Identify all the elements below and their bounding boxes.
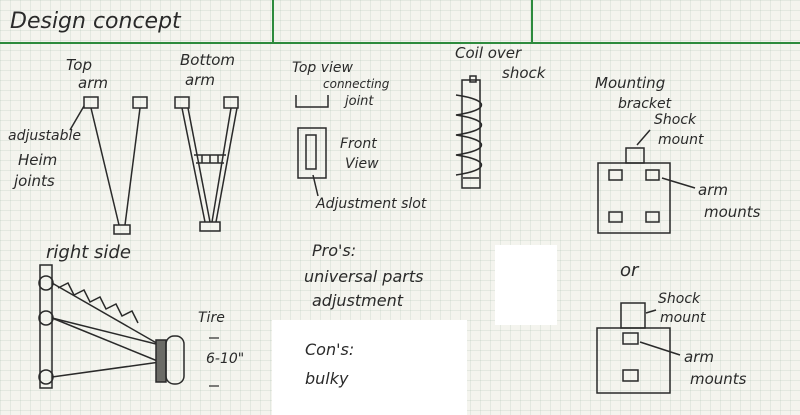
top-arm-label-2: arm: [78, 74, 108, 92]
adjustable-label: adjustable: [8, 128, 81, 144]
cons-title: Con's:: [305, 340, 354, 359]
coil-over-shock-sketch: [455, 75, 482, 189]
pros-title: Pro's:: [312, 241, 356, 260]
top-arm-label-1: Top: [66, 56, 92, 74]
bracket-shock-mount-1: Shock: [654, 112, 697, 128]
bracket-label-2: bracket: [618, 96, 672, 112]
bracket-shock-mount-2: mount: [658, 132, 704, 148]
tire-label: Tire: [198, 310, 225, 326]
pros-item-1: universal parts: [304, 267, 423, 286]
side-view-label: right side: [46, 242, 131, 263]
bracket-arm-mounts-1: arm: [698, 181, 728, 199]
alt-shock-mount-2: mount: [660, 310, 706, 326]
heim-label-1: Heim: [18, 151, 57, 169]
blank-patch-bottom: [272, 320, 467, 415]
blank-patch-center: [495, 245, 557, 325]
top-view-label-3: joint: [343, 94, 374, 109]
mounting-bracket-sketch: [596, 129, 696, 394]
shock-label-2: shock: [502, 64, 547, 82]
alt-arm-mounts-2: mounts: [690, 370, 747, 388]
bracket-arm-mounts-2: mounts: [704, 203, 761, 221]
top-view-label-2: connecting: [323, 77, 390, 91]
or-label: or: [620, 260, 640, 281]
top-view-label-1: Top view: [292, 60, 354, 76]
alt-arm-mounts-1: arm: [684, 348, 714, 366]
bracket-label-1: Mounting: [595, 74, 665, 92]
joint-sketch: [295, 95, 329, 197]
top-arm-base: [113, 224, 131, 235]
header-lines: [0, 0, 800, 44]
arms-sketch: [69, 96, 239, 235]
top-arm-heim-right: [132, 96, 148, 109]
front-view-label-2: View: [345, 156, 379, 172]
side-view-sketch: [38, 264, 185, 389]
bottom-arm-label-2: arm: [185, 71, 215, 89]
tire-size-label: 6-10": [206, 351, 244, 367]
heim-label-2: joints: [12, 172, 55, 190]
tire-dimension-marks: [209, 337, 219, 387]
alt-shock-mount-1: Shock: [658, 291, 701, 307]
front-view-label-1: Front: [340, 136, 377, 152]
shock-label-1: Coil over: [455, 44, 522, 62]
bottom-arm-label-1: Bottom: [180, 51, 235, 69]
cons-item-1: bulky: [305, 369, 349, 388]
top-arm-heim-left: [83, 96, 99, 109]
page-title: Design concept: [10, 9, 182, 34]
pros-item-2: adjustment: [312, 291, 404, 310]
adjustment-slot-label: Adjustment slot: [315, 196, 427, 212]
